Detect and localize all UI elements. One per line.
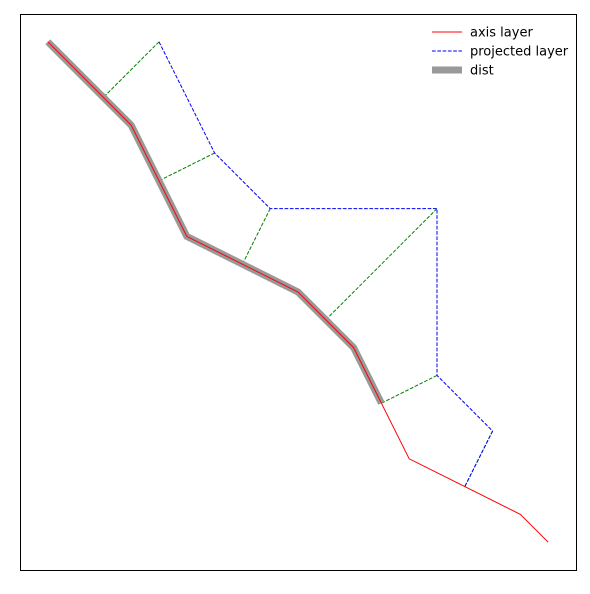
projected-layer-series — [158, 41, 494, 487]
legend-label-dist: dist — [470, 64, 494, 79]
axes-frame — [20, 14, 577, 571]
connector-line-1 — [103, 41, 160, 98]
axis-line — [47, 41, 549, 543]
legend-label-axis: axis layer — [470, 26, 533, 41]
legend-box — [424, 20, 570, 86]
legend: axis layer projected layer dist — [424, 20, 570, 86]
plot-area — [20, 14, 577, 571]
projected-line — [158, 41, 494, 487]
connector-lines — [103, 41, 494, 487]
axis-layer-series — [47, 41, 549, 543]
legend-label-projected: projected layer — [470, 45, 569, 60]
